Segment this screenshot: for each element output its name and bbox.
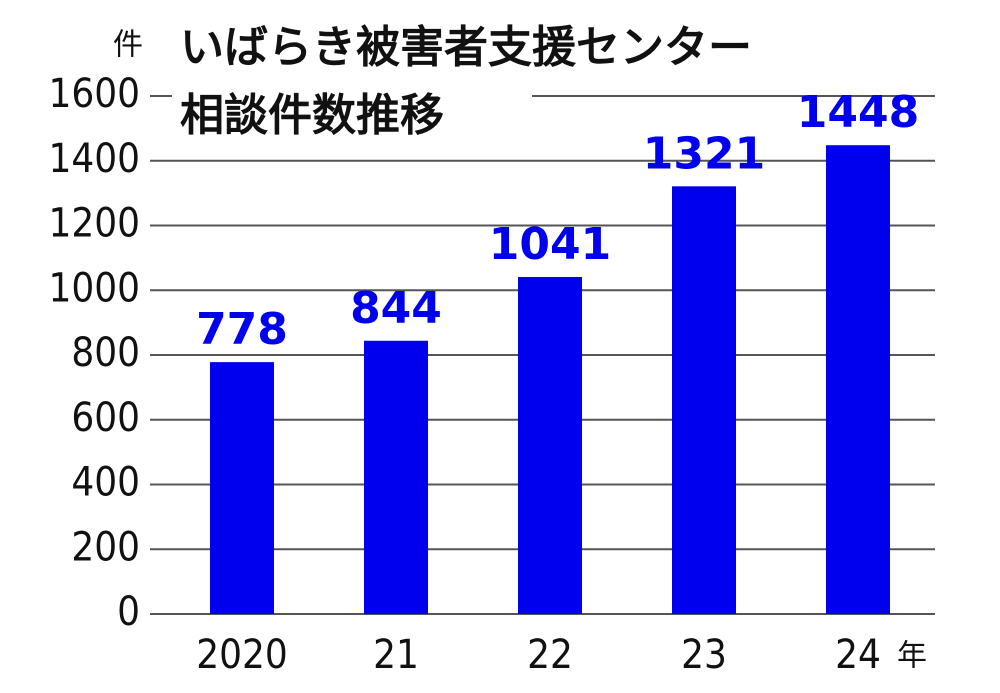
grid: 0 200 400 600 800 1000 1200 1400 1600 [48, 71, 935, 635]
x-tick-label: 2020 [196, 632, 288, 678]
y-tick-label: 400 [71, 460, 140, 506]
value-label: 1321 [643, 128, 765, 179]
bar [826, 145, 890, 614]
value-label: 1448 [797, 87, 919, 138]
y-tick-label: 800 [71, 330, 140, 376]
value-label: 778 [196, 304, 288, 355]
bar [672, 186, 736, 615]
x-tick-label: 21 [373, 632, 419, 678]
y-axis-label: 件 [113, 28, 143, 63]
y-tick-label: 1000 [48, 265, 140, 311]
x-tick-label: 22 [527, 632, 573, 678]
title-background [172, 22, 532, 148]
y-tick-label: 600 [71, 395, 140, 441]
y-tick-label: 0 [117, 589, 140, 635]
bar [518, 276, 582, 614]
value-label: 1041 [489, 219, 611, 270]
chart-title: いばらき被害者支援センター [180, 22, 752, 73]
chart-subtitle: 相談件数推移 [180, 90, 444, 141]
x-tick-label: 24 [835, 632, 881, 678]
x-tick-label: 23 [681, 632, 727, 678]
bar [210, 362, 274, 614]
y-tick-label: 1600 [48, 71, 140, 117]
marks: 2020 778 21 844 22 1041 23 1321 24 1448 [196, 87, 919, 678]
bar [364, 340, 428, 614]
value-label: 844 [350, 283, 442, 334]
x-axis-label: 年 [897, 639, 927, 674]
y-tick-label: 1400 [48, 136, 140, 182]
y-tick-label: 1200 [48, 201, 140, 247]
y-tick-label: 200 [71, 524, 140, 570]
